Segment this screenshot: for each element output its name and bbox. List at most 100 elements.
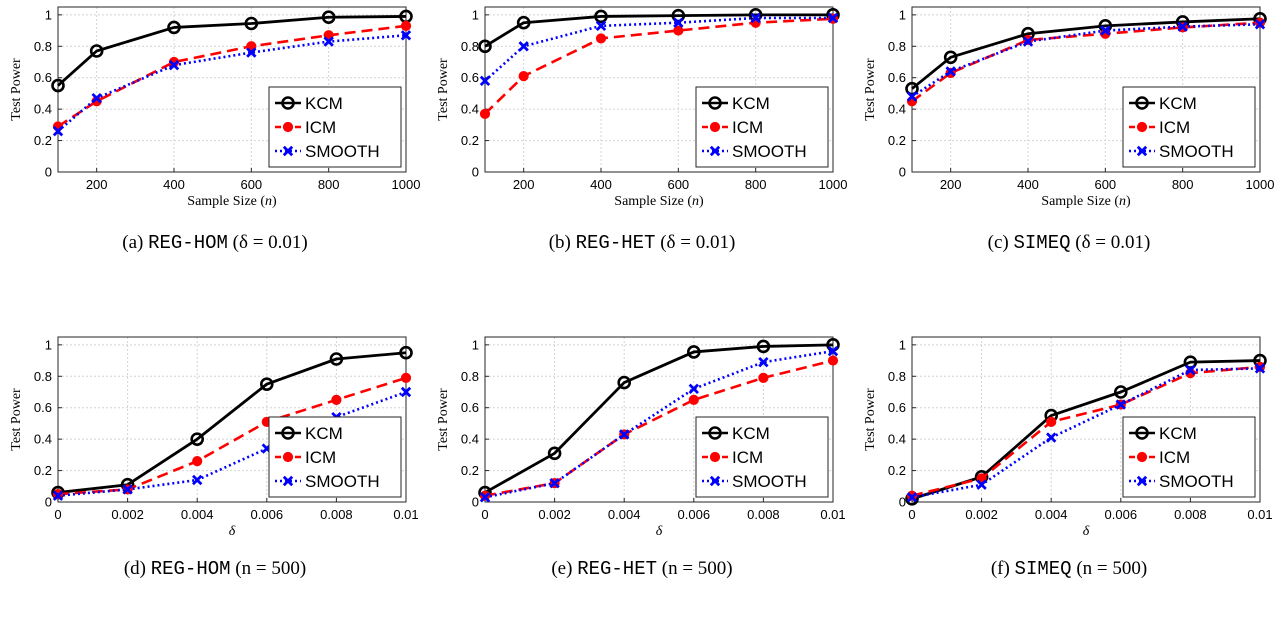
- y-tick-label: 0.4: [461, 102, 479, 117]
- series-line: [484, 17, 834, 115]
- data-point: [329, 352, 344, 366]
- chart-panel: 0 0.2 0.4 0.6 0.8 1 200 400 600 800 1000 Test Power…: [427, 0, 857, 290]
- legend-label: ICM: [305, 118, 336, 137]
- legend-swatch-marker: [708, 96, 722, 110]
- y-tick-label: 0.2: [461, 133, 479, 148]
- x-tick-label: 1000: [1246, 177, 1275, 192]
- data-point: [89, 44, 104, 58]
- legend-label: SMOOTH: [1159, 472, 1234, 491]
- series-kcm: [478, 338, 840, 500]
- y-tick-label: 0.6: [888, 400, 906, 415]
- y-tick-label: 1: [45, 7, 52, 22]
- data-point: [1254, 363, 1266, 374]
- data-point: [976, 479, 987, 490]
- chart-svg: 0 0.2 0.4 0.6 0.8 1 200 400 600 800 1000 Test Power…: [436, 6, 847, 209]
- x-tick-label: 0.002: [111, 507, 144, 522]
- legend-label: KCM: [305, 424, 343, 443]
- caption-condition: (δ = 0.01): [1070, 232, 1151, 253]
- series-line: [57, 15, 407, 87]
- legend-swatch-marker: [1135, 426, 1149, 440]
- data-point: [52, 125, 64, 137]
- x-axis-label: Sample Size (n): [614, 194, 704, 209]
- x-tick-label: 0: [481, 507, 488, 522]
- series-line: [57, 376, 407, 496]
- legend-label: SMOOTH: [1159, 142, 1234, 161]
- data-point: [190, 432, 204, 446]
- panel-caption: (a) REG-HOM (δ = 0.01): [0, 232, 430, 254]
- series-line: [911, 365, 1261, 497]
- data-point: [400, 20, 412, 31]
- data-point: [1254, 19, 1266, 30]
- caption-letter: (a): [122, 232, 149, 253]
- legend-label: KCM: [1159, 94, 1197, 113]
- caption-condition: (δ = 0.01): [227, 232, 308, 253]
- caption-dataset: SIMEQ: [1014, 558, 1072, 580]
- legend-swatch-marker: [709, 121, 721, 133]
- axes-frame: [57, 336, 407, 503]
- data-point: [399, 345, 413, 360]
- series-line: [484, 349, 834, 499]
- chart-svg: 0 0.2 0.4 0.6 0.8 1 200 400 600 800 1000 Test Power…: [863, 6, 1275, 209]
- data-point: [478, 39, 492, 54]
- data-point: [518, 41, 529, 52]
- data-point: [1113, 385, 1128, 399]
- y-tick-label: 0.8: [34, 39, 52, 54]
- x-axis-label: Sample Size (n): [1041, 194, 1131, 209]
- data-point: [547, 446, 562, 461]
- caption-dataset: REG-HET: [575, 232, 656, 254]
- series-line: [57, 390, 407, 498]
- legend: KCM ICM SMOOTH: [1122, 416, 1256, 498]
- y-axis-label: Test Power: [9, 388, 24, 451]
- legend: KCM ICM SMOOTH: [695, 416, 829, 498]
- y-tick-label: 0.4: [888, 102, 906, 117]
- panel-caption: (c) SIMEQ (δ = 0.01): [854, 232, 1281, 254]
- data-point: [827, 12, 839, 24]
- data-point: [516, 15, 531, 30]
- y-tick-label: 1: [899, 337, 906, 352]
- data-point: [168, 59, 180, 71]
- data-point: [827, 355, 839, 366]
- x-tick-label: 0.002: [965, 507, 998, 522]
- y-tick-label: 0.2: [34, 133, 52, 148]
- data-point: [1046, 432, 1057, 443]
- series-line: [484, 16, 833, 82]
- x-tick-label: 400: [163, 177, 185, 192]
- legend-swatch-marker: [1136, 145, 1148, 157]
- y-tick-label: 0: [45, 165, 52, 180]
- legend-swatch-marker: [708, 426, 722, 440]
- y-tick-label: 0.4: [34, 432, 52, 447]
- data-point: [51, 78, 65, 93]
- chart-svg: 0 0.2 0.4 0.6 0.8 1 0 0.002 0.004 0.006 0.008 0.01 T…: [436, 336, 846, 539]
- data-point: [400, 30, 412, 41]
- caption-letter: (e): [551, 558, 578, 579]
- legend-swatch-marker: [282, 145, 294, 157]
- panel-caption: (f) SIMEQ (n = 500): [854, 558, 1281, 580]
- data-point: [246, 47, 257, 58]
- x-tick-label: 0.004: [608, 507, 641, 522]
- x-axis-label: Sample Size (n): [187, 194, 277, 209]
- caption-dataset: REG-HET: [577, 558, 658, 580]
- legend-label: SMOOTH: [732, 142, 807, 161]
- data-point: [688, 383, 699, 395]
- legend-swatch-marker: [1136, 475, 1148, 487]
- data-point: [52, 490, 64, 501]
- y-axis-label: Test Power: [436, 58, 451, 121]
- legend-label: KCM: [732, 424, 770, 443]
- legend-label: SMOOTH: [305, 472, 380, 491]
- data-point: [1046, 416, 1057, 427]
- x-tick-label: 800: [318, 177, 340, 192]
- chart-panel: 0 0.2 0.4 0.6 0.8 1 0 0.002 0.004 0.006 0.008 0.01 T…: [854, 330, 1281, 620]
- data-point: [400, 372, 412, 383]
- data-point: [323, 36, 334, 47]
- data-point: [905, 81, 919, 96]
- data-point: [595, 33, 607, 44]
- y-tick-label: 0: [899, 165, 906, 180]
- caption-dataset: REG-HOM: [150, 558, 231, 580]
- data-point: [1177, 21, 1188, 32]
- y-tick-label: 0.6: [34, 400, 52, 415]
- x-tick-label: 0.01: [820, 507, 845, 522]
- y-tick-label: 0.8: [461, 369, 479, 384]
- y-tick-label: 0: [472, 495, 479, 510]
- series-line: [911, 17, 1261, 90]
- chart-panel: 0 0.2 0.4 0.6 0.8 1 200 400 600 800 1000 Test Power…: [854, 0, 1281, 290]
